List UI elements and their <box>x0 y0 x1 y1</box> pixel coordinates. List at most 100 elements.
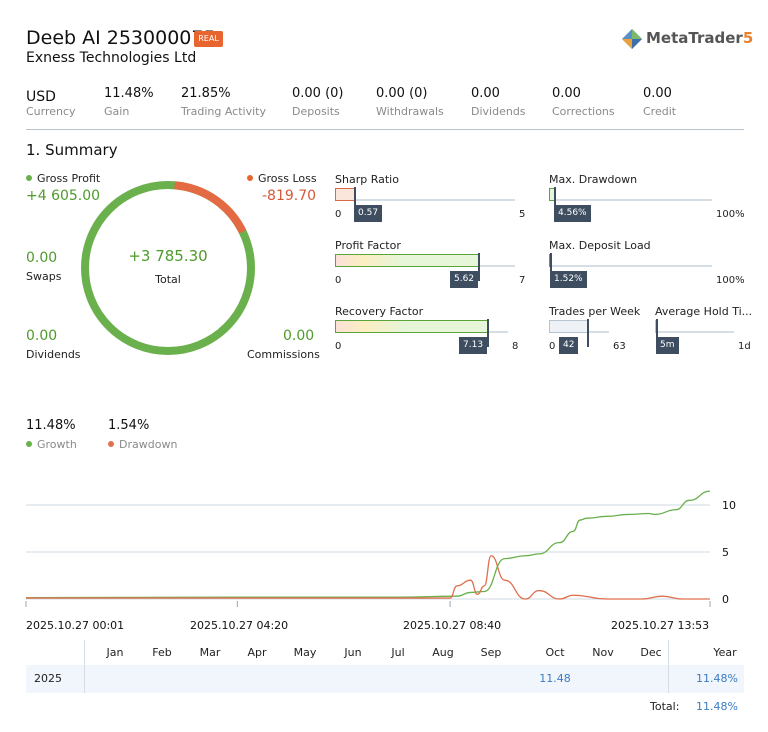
green-dot-icon <box>26 175 32 181</box>
stat-value-1: 11.48% <box>104 86 154 101</box>
stat-label-5: Dividends <box>471 105 526 118</box>
growth-label: Growth <box>37 438 77 451</box>
stat-label-4: Withdrawals <box>376 105 444 118</box>
max_deposit_load-track <box>549 265 712 267</box>
profit-ring <box>81 181 255 355</box>
y-tick-label: 0 <box>722 593 729 606</box>
recovery_factor-min: 0 <box>335 341 342 352</box>
month-header-jul: Jul <box>391 646 405 659</box>
max_drawdown-title: Max. Drawdown <box>549 173 638 186</box>
trades_per_week-title: Trades per Week <box>549 305 641 318</box>
total-value: +3 785.30 <box>128 247 208 265</box>
recovery_factor-marker <box>487 319 489 347</box>
max_drawdown-value-tag: 4.56% <box>554 205 591 222</box>
month-header-may: May <box>293 646 317 659</box>
average_hold-title: Average Hold Ti... <box>655 305 753 318</box>
stat-label-3: Deposits <box>292 105 340 118</box>
trades_per_week-value-tag: 42 <box>559 337 579 354</box>
trades_per_week-fill <box>549 320 589 333</box>
year-gain[interactable]: 11.48% <box>696 672 738 685</box>
y-tick-label: 10 <box>722 499 736 512</box>
red-dot-icon <box>247 175 253 181</box>
stat-value-4: 0.00 (0) <box>376 86 428 101</box>
max_deposit_load-marker <box>550 253 552 281</box>
x-axis-label-1: 2025.10.27 04:20 <box>190 619 289 632</box>
stat-label-0: Currency <box>26 105 76 118</box>
total-label: Total <box>155 273 181 286</box>
month-header-jun: Jun <box>344 646 362 659</box>
recovery_factor-fill <box>335 320 489 333</box>
x-axis-label-2: 2025.10.27 08:40 <box>403 619 502 632</box>
sharp_ratio-track <box>335 199 515 201</box>
month-header-oct: Oct <box>545 646 565 659</box>
growth-value: 11.48% <box>26 418 76 433</box>
total-ring <box>81 181 255 355</box>
trades_per_week-max: 63 <box>613 341 626 352</box>
swaps-label: Swaps <box>26 270 62 283</box>
stat-value-7: 0.00 <box>643 86 672 101</box>
sharp_ratio-fill <box>335 188 356 201</box>
gross-profit-label-text: Gross Profit <box>37 172 101 185</box>
profit_factor-max: 7 <box>519 275 526 286</box>
swaps-value: 0.00 <box>26 250 58 266</box>
stat-value-0: USD <box>26 89 56 105</box>
gross-profit-label: Gross Profit <box>26 172 100 185</box>
metatrader-logo-icon <box>622 29 642 49</box>
x-axis-label-3: 2025.10.27 13:53 <box>611 619 710 632</box>
stat-value-3: 0.00 (0) <box>292 86 344 101</box>
growth-chart[interactable]: 10 5 0 <box>0 470 768 640</box>
total-gain-label: Total: <box>650 700 680 713</box>
table-divider-left <box>84 640 85 693</box>
dividends-value: 0.00 <box>26 328 58 344</box>
commissions-value: 0.00 <box>283 328 315 344</box>
drawdown-value: 1.54% <box>108 418 150 433</box>
max_drawdown-marker <box>554 187 556 215</box>
max_drawdown-max: 100% <box>716 209 745 220</box>
growth-legend: Growth <box>26 438 77 451</box>
gross-loss-value: -819.70 <box>262 188 317 204</box>
series-growth-line[interactable] <box>25 490 711 599</box>
loss-arc <box>174 181 247 234</box>
max_deposit_load-value-tag: 1.52% <box>550 271 587 288</box>
y-tick-label: 5 <box>722 546 729 559</box>
total-gain-value: 11.48% <box>696 700 738 713</box>
recovery_factor-max: 8 <box>512 341 519 352</box>
stat-label-6: Corrections <box>552 105 615 118</box>
month-header-apr: Apr <box>247 646 267 659</box>
month-header-mar: Mar <box>199 646 221 659</box>
profit_factor-title: Profit Factor <box>335 239 401 252</box>
recovery_factor-value-tag: 7.13 <box>459 337 488 354</box>
month-header-dec: Dec <box>640 646 662 659</box>
drawdown-dot-icon <box>108 441 114 447</box>
logo-name: MetaTrader <box>646 29 743 47</box>
x-axis-label-0: 2025.10.27 00:01 <box>26 619 125 632</box>
trades_per_week-min: 0 <box>549 341 556 352</box>
real-badge: REAL <box>194 31 223 47</box>
drawdown-legend: Drawdown <box>108 438 177 451</box>
profit_factor-marker <box>478 253 480 281</box>
logo-number: 5 <box>742 29 754 47</box>
account-title: Deeb AI 253000075 <box>26 27 216 49</box>
average_hold-track <box>655 331 734 333</box>
average_hold-max: 1d <box>738 341 751 352</box>
metatrader-logo-text: MetaTrader5 <box>646 29 753 47</box>
trades_per_week-marker <box>587 319 589 347</box>
stat-value-2: 21.85% <box>181 86 231 101</box>
max_deposit_load-max: 100% <box>716 275 745 286</box>
oct-gain[interactable]: 11.48 <box>539 672 571 685</box>
section-title-summary: 1. Summary <box>26 141 118 159</box>
stat-label-7: Credit <box>643 105 677 118</box>
company-name: Exness Technologies Ltd <box>26 50 197 66</box>
month-header-aug: Aug <box>432 646 454 659</box>
gross-profit-value: +4 605.00 <box>26 188 101 204</box>
drawdown-label: Drawdown <box>119 438 178 451</box>
series-drawdown-line[interactable] <box>26 555 710 600</box>
month-header-jan: Jan <box>106 646 124 659</box>
sharp_ratio-max: 5 <box>519 209 526 220</box>
month-header-feb: Feb <box>152 646 172 659</box>
stat-value-6: 0.00 <box>552 86 581 101</box>
month-header-nov: Nov <box>592 646 614 659</box>
year-header: Year <box>713 646 737 659</box>
year-row-2025 <box>26 665 744 693</box>
sharp_ratio-marker <box>354 187 356 215</box>
